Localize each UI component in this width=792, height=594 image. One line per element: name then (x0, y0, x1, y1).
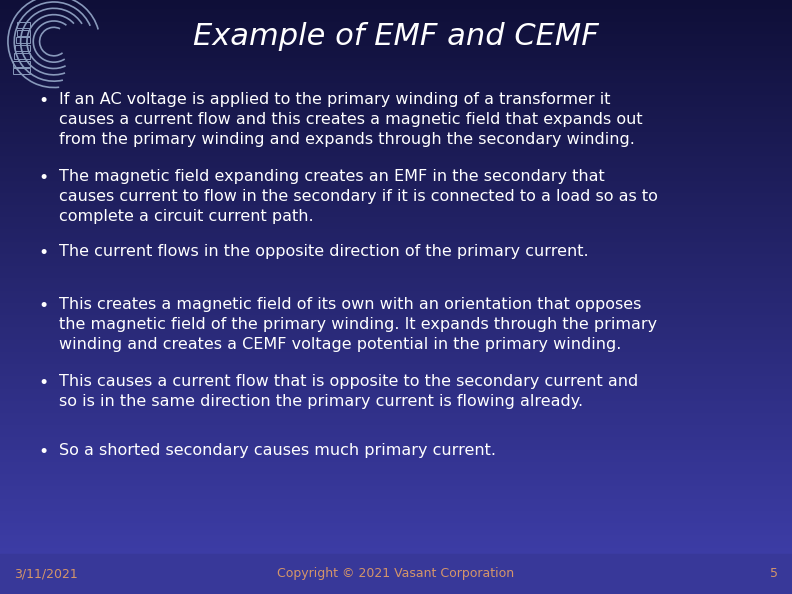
Bar (13, 68, 30, 74)
Bar (17, 30, 30, 36)
Bar (14, 53, 30, 59)
Text: •: • (39, 443, 48, 460)
Text: The current flows in the opposite direction of the primary current.: The current flows in the opposite direct… (59, 244, 589, 258)
Bar (15, 45, 30, 51)
Text: •: • (39, 374, 48, 392)
Text: So a shorted secondary causes much primary current.: So a shorted secondary causes much prima… (59, 443, 497, 457)
Text: •: • (39, 92, 48, 110)
Text: •: • (39, 297, 48, 315)
Text: •: • (39, 169, 48, 187)
Text: Example of EMF and CEMF: Example of EMF and CEMF (193, 23, 599, 51)
Bar (16, 37, 30, 43)
Text: If an AC voltage is applied to the primary winding of a transformer it
causes a : If an AC voltage is applied to the prima… (59, 92, 643, 147)
Text: The magnetic field expanding creates an EMF in the secondary that
causes current: The magnetic field expanding creates an … (59, 169, 658, 224)
Text: This causes a current flow that is opposite to the secondary current and
so is i: This causes a current flow that is oppos… (59, 374, 638, 409)
Text: Copyright © 2021 Vasant Corporation: Copyright © 2021 Vasant Corporation (277, 567, 515, 580)
Text: 3/11/2021: 3/11/2021 (14, 567, 78, 580)
Text: •: • (39, 244, 48, 261)
Bar (13, 61, 30, 67)
Text: This creates a magnetic field of its own with an orientation that opposes
the ma: This creates a magnetic field of its own… (59, 297, 657, 352)
Bar (0, 554, 792, 594)
Text: 5: 5 (770, 567, 778, 580)
Bar (17, 22, 30, 28)
